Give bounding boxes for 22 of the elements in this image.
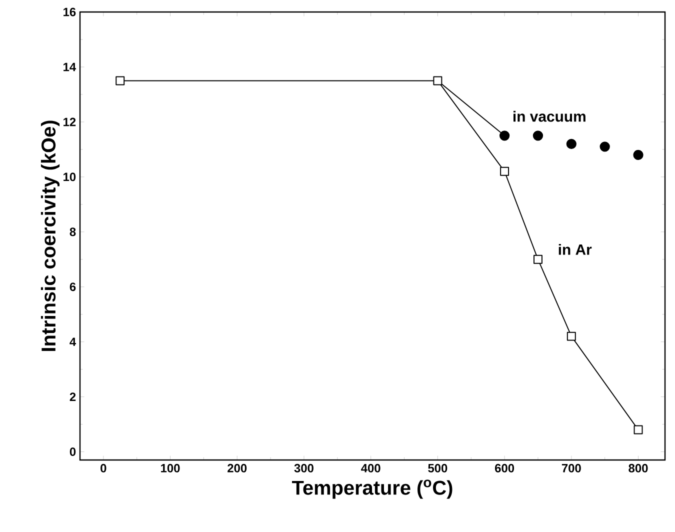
x-tick-label: 500 [428,464,448,472]
y-tick-label: 16 [64,8,76,16]
y-tick-label: 6 [70,282,76,292]
series-label: in Ar [558,244,592,255]
y-tick-label: 4 [70,338,76,346]
x-tick-label: 800 [628,464,648,472]
y-tick-label: 14 [64,62,76,72]
x-tick-label: 100 [161,464,180,472]
x-axis-title: Temperature ($^{o}$C) [292,480,452,499]
y-axis-title: Intrinsic coercivity (kOe) [40,120,60,351]
y-tick-label: 10 [64,172,76,182]
x-tick-label: 200 [228,464,247,472]
y-tick-label: 2 [70,392,76,401]
y-tick-label: 8 [70,228,76,236]
y-tick-label: 12 [64,118,76,126]
y-tick-label: 0 [70,448,76,456]
x-tick-label: 400 [361,464,380,472]
x-tick-label: 600 [495,464,514,472]
x-tick-label: 700 [562,464,581,472]
x-tick-label: 0 [100,464,106,472]
x-tick-label: 300 [294,464,314,472]
series-label: in vacuum [514,110,586,122]
